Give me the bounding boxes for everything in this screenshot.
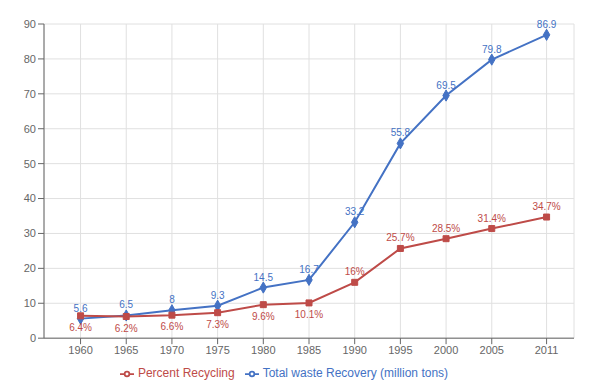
svg-text:1975: 1975 <box>205 344 229 356</box>
html-text:Total waste Recovery (million: Total waste Recovery (million tons) <box>262 366 449 381</box>
svg-text:9.3: 9.3 <box>211 290 225 301</box>
svg-text:33.2: 33.2 <box>345 206 365 217</box>
svg-text:1960: 1960 <box>68 344 92 356</box>
svg-text:9.6%: 9.6% <box>252 311 275 322</box>
html-text:Percent Recycling: Percent Recycling <box>137 366 235 381</box>
svg-text:10: 10 <box>24 297 36 309</box>
svg-text:86.9: 86.9 <box>537 19 557 30</box>
svg-text:1980: 1980 <box>251 344 275 356</box>
svg-text:40: 40 <box>24 192 36 204</box>
svg-text:5.6: 5.6 <box>74 303 88 314</box>
svg-text:1970: 1970 <box>160 344 184 356</box>
svg-text:6.4%: 6.4% <box>69 322 92 333</box>
svg-text:50: 50 <box>24 158 36 170</box>
svg-text:1965: 1965 <box>114 344 138 356</box>
svg-text:2000: 2000 <box>434 344 458 356</box>
svg-text:6.5: 6.5 <box>119 299 133 310</box>
svg-text:1985: 1985 <box>297 344 321 356</box>
svg-text:69.5: 69.5 <box>436 80 456 91</box>
svg-text:6.2%: 6.2% <box>115 323 138 334</box>
svg-text:31.4%: 31.4% <box>478 213 506 224</box>
svg-text:25.7%: 25.7% <box>386 232 414 243</box>
svg-text:60: 60 <box>24 123 36 135</box>
svg-text:70: 70 <box>24 88 36 100</box>
svg-text:28.5%: 28.5% <box>432 223 460 234</box>
svg-text:7.3%: 7.3% <box>206 319 229 330</box>
svg-text:16.7: 16.7 <box>299 264 319 275</box>
svg-text:90: 90 <box>24 18 36 30</box>
svg-text:80: 80 <box>24 53 36 65</box>
svg-text:55.8: 55.8 <box>391 127 411 138</box>
svg-text:6.6%: 6.6% <box>161 321 184 332</box>
svg-text:34.7%: 34.7% <box>532 201 560 212</box>
svg-text:10.1%: 10.1% <box>295 309 323 320</box>
svg-text:2011: 2011 <box>535 344 559 356</box>
svg-text:30: 30 <box>24 227 36 239</box>
svg-text:1990: 1990 <box>342 344 366 356</box>
svg-text:1995: 1995 <box>388 344 412 356</box>
svg-text:14.5: 14.5 <box>254 272 274 283</box>
svg-text:0: 0 <box>30 332 36 344</box>
svg-text:2005: 2005 <box>480 344 504 356</box>
svg-text:79.8: 79.8 <box>482 44 502 55</box>
svg-text:16%: 16% <box>345 266 365 277</box>
svg-text:8: 8 <box>169 294 175 305</box>
svg-text:20: 20 <box>24 262 36 274</box>
